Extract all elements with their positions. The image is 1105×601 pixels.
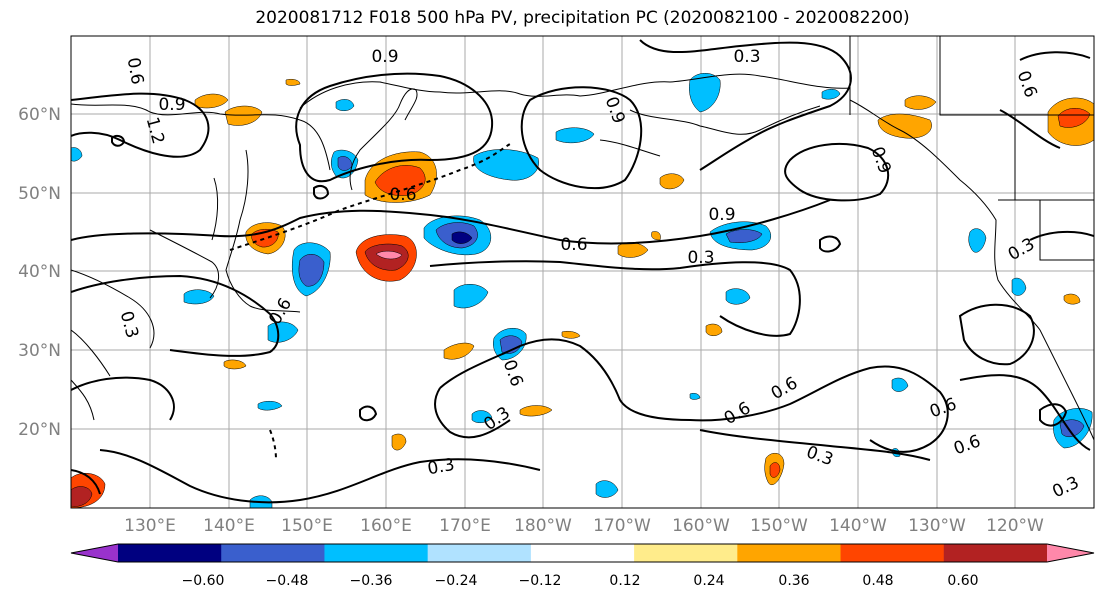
colorbar-extend-min bbox=[71, 544, 118, 562]
contour-label: 0.3 bbox=[426, 455, 456, 479]
colorbar-tick-label: 0.60 bbox=[947, 573, 978, 589]
lon-label: 130°E bbox=[124, 516, 176, 536]
precip-anomaly-fills bbox=[71, 73, 1094, 508]
lat-label: 40°N bbox=[18, 262, 61, 282]
pv-contours-dashed bbox=[229, 143, 511, 461]
colorbar-tick-label: −0.60 bbox=[182, 573, 225, 589]
lon-label: 150°W bbox=[750, 516, 808, 536]
contour-label: 0.9 bbox=[158, 95, 185, 115]
lon-label: 180°W bbox=[514, 516, 572, 536]
contour-label: 0.9 bbox=[371, 47, 398, 67]
colorbar-extend-max bbox=[1047, 544, 1094, 562]
contour-label: 0.3 bbox=[733, 47, 760, 67]
map-border bbox=[70, 35, 1095, 509]
lon-label: 130°W bbox=[908, 516, 966, 536]
lon-label: 170°E bbox=[439, 516, 491, 536]
lon-label: 140°E bbox=[203, 516, 255, 536]
lat-label: 30°N bbox=[18, 341, 61, 361]
contour-label: 0.9 bbox=[708, 205, 735, 225]
lat-label: 20°N bbox=[18, 420, 61, 440]
map-area bbox=[71, 36, 1094, 508]
lon-label: 170°W bbox=[593, 516, 651, 536]
colorbar-tick-label: 0.36 bbox=[778, 573, 809, 589]
colorbar-swatch bbox=[737, 544, 842, 562]
lon-label: 140°W bbox=[829, 516, 887, 536]
colorbar-swatch bbox=[118, 544, 222, 562]
colorbar-tick-label: 0.12 bbox=[609, 573, 640, 589]
colorbar-swatch bbox=[530, 544, 635, 562]
lat-label: 50°N bbox=[18, 184, 61, 204]
colorbar-swatch bbox=[427, 544, 532, 562]
coastlines bbox=[71, 36, 1094, 441]
contour-label: 0.6 bbox=[123, 56, 147, 86]
lon-label: 160°W bbox=[672, 516, 730, 536]
colorbar-tick-label: 0.24 bbox=[693, 573, 724, 589]
pv-contours bbox=[71, 39, 1094, 504]
contour-label: 0.6 bbox=[560, 235, 587, 255]
map-title: 2020081712 F018 500 hPa PV, precipitatio… bbox=[255, 8, 910, 28]
colorbar-tick-label: −0.36 bbox=[350, 573, 393, 589]
colorbar-swatch bbox=[221, 544, 325, 562]
colorbar-tick-label: 0.48 bbox=[862, 573, 893, 589]
colorbar-swatch bbox=[634, 544, 738, 562]
colorbar-swatch bbox=[840, 544, 945, 562]
lon-label: 120°W bbox=[986, 516, 1044, 536]
colorbar-tick-label: −0.48 bbox=[266, 573, 309, 589]
colorbar-tick-label: −0.24 bbox=[435, 573, 478, 589]
colorbar-outline bbox=[70, 543, 1095, 563]
lon-label: 150°E bbox=[281, 516, 333, 536]
colorbar-swatch bbox=[324, 544, 429, 562]
lon-label: 160°E bbox=[360, 516, 412, 536]
colorbar-swatch bbox=[943, 544, 1048, 562]
colorbar bbox=[70, 543, 1095, 563]
colorbar-tick-label: −0.12 bbox=[519, 573, 562, 589]
lat-label: 60°N bbox=[18, 105, 61, 125]
contour-label: 0.3 bbox=[687, 248, 714, 268]
contour-label: 0.6 bbox=[389, 185, 416, 205]
